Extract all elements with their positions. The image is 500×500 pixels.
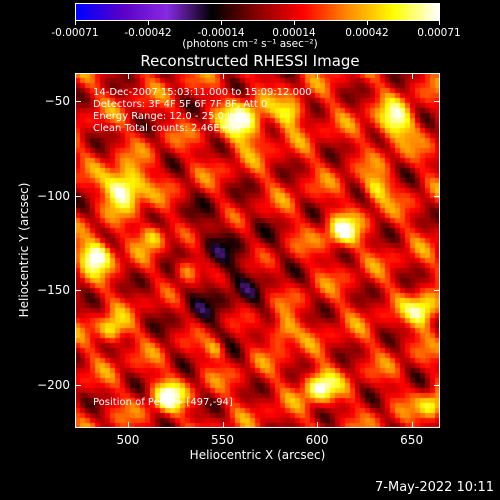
colorbar-container: -0.00071 -0.00042 -0.00014 0.00014 0.000… xyxy=(51,3,461,39)
y-tick-label: −100 xyxy=(37,188,70,203)
colorbar-tickmark xyxy=(75,21,76,25)
y-tickmark xyxy=(75,195,81,197)
x-tickmark xyxy=(127,73,129,79)
colorbar-tick-label: -0.00014 xyxy=(197,27,245,39)
x-tickmark xyxy=(127,422,129,428)
method-annotation: Clean Total counts: 2.46E+04 xyxy=(93,123,241,134)
detectors-annotation: Detectors: 3F 4F 5F 6F 7F 8F, Att 0 xyxy=(93,99,268,110)
y-tickmark xyxy=(434,290,440,292)
heatmap-image xyxy=(75,73,440,428)
y-tick-label: −200 xyxy=(37,377,70,392)
x-tickmark xyxy=(317,73,319,79)
x-tick-label: 650 xyxy=(400,433,424,447)
x-tickmark xyxy=(222,73,224,79)
y-tickmark xyxy=(75,384,81,386)
colorbar-tickmark xyxy=(221,21,222,25)
colorbar-tickmark xyxy=(439,21,440,25)
y-tickmark xyxy=(75,290,81,292)
chart-title: Reconstructed RHESSI Image xyxy=(140,52,360,70)
y-tickmark xyxy=(434,101,440,103)
peak-position-annotation: Position of Peak = [497,-94] xyxy=(93,397,233,408)
x-tick-label: 500 xyxy=(116,433,140,447)
x-axis-label: Heliocentric X (arcsec) xyxy=(189,448,326,462)
time-range-annotation: 14-Dec-2007 15:03:11.000 to 15:09:12.000 xyxy=(93,87,312,98)
y-tick-label: −150 xyxy=(37,283,70,298)
x-tickmark xyxy=(317,422,319,428)
render-timestamp: 7-May-2022 10:11 xyxy=(375,480,494,495)
y-tick-label: −50 xyxy=(44,94,70,109)
colorbar-tickmark xyxy=(294,21,295,25)
y-tickmark xyxy=(434,384,440,386)
energy-range-annotation: Energy Range: 12.0 - 25.0 keV xyxy=(93,111,246,122)
x-tick-label: 600 xyxy=(305,433,329,447)
colorbar xyxy=(75,3,440,21)
plot-area: 14-Dec-2007 15:03:11.000 to 15:09:12.000… xyxy=(75,73,440,428)
colorbar-tick-label: -0.00071 xyxy=(51,27,99,39)
x-tick-label: 550 xyxy=(211,433,234,447)
colorbar-tickmark xyxy=(367,21,368,25)
colorbar-tick-label: 0.00014 xyxy=(272,27,316,39)
y-tickmark xyxy=(434,195,440,197)
colorbar-tick-label: 0.00071 xyxy=(417,27,461,39)
colorbar-tickmark xyxy=(148,21,149,25)
colorbar-unit-label: (photons cm⁻² s⁻¹ asec⁻²) xyxy=(182,38,318,50)
colorbar-tick-label: -0.00042 xyxy=(124,27,172,39)
x-tickmark xyxy=(411,422,413,428)
colorbar-tick-label: 0.00042 xyxy=(345,27,389,39)
y-tickmark xyxy=(75,101,81,103)
x-tickmark xyxy=(222,422,224,428)
y-axis-label: Heliocentric Y (arcsec) xyxy=(17,182,31,318)
plot-frame xyxy=(75,73,440,428)
x-tickmark xyxy=(411,73,413,79)
